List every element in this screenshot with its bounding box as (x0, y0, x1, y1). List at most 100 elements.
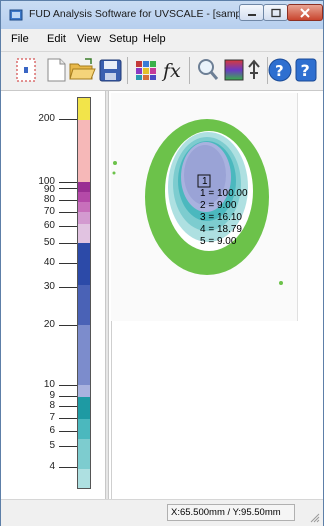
scale-tick (59, 212, 77, 213)
scale-tick (59, 325, 77, 326)
help-button[interactable]: ? (265, 55, 295, 85)
status-bar: X:65.500mm / Y:95.50mm (1, 499, 323, 526)
window-title: FUD Analysis Software for UVSCALE - [sam… (29, 8, 271, 20)
toolbar: fx ? (1, 52, 323, 91)
context-help-button[interactable]: ? (291, 55, 321, 85)
stat-line: 1 = 100.00 (200, 188, 248, 199)
scale-label: 10 (43, 379, 55, 390)
scale-segment (78, 439, 90, 469)
color-map-button[interactable] (131, 55, 161, 85)
scale-label: 50 (43, 237, 55, 248)
toolbar-separator (267, 57, 268, 84)
scale-label: 7 (49, 412, 55, 423)
menu-help[interactable]: Help (143, 33, 166, 45)
scale-tick (59, 431, 77, 432)
scale-segment (78, 212, 90, 224)
color-scale-button[interactable] (219, 55, 249, 85)
scale-label: 80 (43, 194, 55, 205)
scale-tick (59, 418, 77, 419)
scale-label: 6 (49, 425, 55, 436)
close-icon (300, 7, 310, 18)
scale-segment (78, 285, 90, 325)
scale-segment (78, 243, 90, 285)
pane-splitter[interactable] (105, 91, 109, 499)
scale-segment (78, 224, 90, 243)
map-pane: 1 1 = 100.00 2 = 9.00 3 = 16.10 4 = 18.7… (109, 91, 323, 499)
scale-label: 30 (43, 281, 55, 292)
scale-segment (78, 385, 90, 397)
scale-label: 20 (43, 319, 55, 330)
scale-tick (59, 226, 77, 227)
menu-edit[interactable]: Edit (47, 33, 66, 45)
scale-segment (78, 202, 90, 212)
scale-tick (59, 446, 77, 447)
scale-label: 4 (49, 461, 55, 472)
scale-label: 100 (38, 176, 55, 187)
pressure-map-image (112, 119, 283, 285)
pointer-button[interactable] (239, 55, 269, 85)
minimize-icon (247, 13, 256, 16)
scale-label: 200 (38, 113, 55, 124)
scale-tick (59, 385, 77, 386)
save-icon (99, 59, 122, 82)
scale-segment (78, 120, 90, 182)
window-controls (239, 4, 323, 21)
maximize-icon (270, 8, 281, 17)
scale-tick (59, 467, 77, 468)
maximize-button[interactable] (263, 4, 288, 21)
resize-grip-icon[interactable] (310, 513, 320, 523)
svg-text:?: ? (301, 61, 310, 80)
function-icon: fx (161, 60, 181, 82)
scale-segment (78, 419, 90, 439)
scale-segment (78, 469, 90, 488)
stat-line: 2 = 9.00 (200, 200, 237, 211)
scale-tick (59, 243, 77, 244)
scale-tick (59, 182, 77, 183)
function-button[interactable]: fx (159, 55, 189, 85)
scale-label: 5 (49, 440, 55, 451)
scale-label: 90 (43, 184, 55, 195)
scale-segment (78, 192, 90, 202)
zoom-button[interactable] (193, 55, 223, 85)
new-measurement-icon (16, 58, 36, 82)
minimize-button[interactable] (239, 4, 264, 21)
color-scale-icon (224, 59, 244, 81)
scale-tick (59, 406, 77, 407)
app-icon (9, 9, 23, 21)
pointer-icon (248, 59, 260, 79)
menu-view[interactable]: View (77, 33, 101, 45)
svg-text:fx: fx (161, 60, 181, 82)
open-button[interactable] (67, 55, 97, 85)
title-bar: FUD Analysis Software for UVSCALE - [sam… (1, 1, 323, 29)
scale-tick (59, 188, 77, 189)
color-map-icon (136, 61, 156, 80)
context-help-icon: ? (295, 58, 317, 82)
scale-label: 8 (49, 400, 55, 411)
color-scale-bar (77, 97, 91, 489)
zoom-icon (198, 59, 219, 80)
client-area: 200 100 90 80 70 60 50 40 30 20 10 9 8 7… (1, 91, 323, 499)
save-button[interactable] (95, 55, 125, 85)
toolbar-separator (189, 57, 190, 84)
svg-text:?: ? (275, 62, 284, 80)
scale-tick (59, 200, 77, 201)
scale-tick (59, 263, 77, 264)
menu-file[interactable]: File (11, 33, 29, 45)
scale-label: 60 (43, 220, 55, 231)
close-button[interactable] (287, 4, 323, 21)
new-file-button[interactable] (41, 55, 71, 85)
new-measurement-button[interactable] (11, 55, 41, 85)
scale-tick (59, 396, 77, 397)
scale-label: 9 (49, 390, 55, 401)
menu-setup[interactable]: Setup (109, 33, 138, 45)
new-file-icon (47, 58, 66, 82)
pressure-map[interactable]: 1 1 = 100.00 2 = 9.00 3 = 16.10 4 = 18.7… (111, 93, 298, 321)
stat-line: 3 = 16.10 (200, 212, 242, 223)
scale-label: 40 (43, 257, 55, 268)
scale-segment (78, 182, 90, 192)
region-label: 1 (202, 176, 208, 187)
coordinate-readout: X:65.500mm / Y:95.50mm (167, 504, 295, 521)
open-folder-icon (69, 58, 96, 80)
scale-segment (78, 325, 90, 385)
